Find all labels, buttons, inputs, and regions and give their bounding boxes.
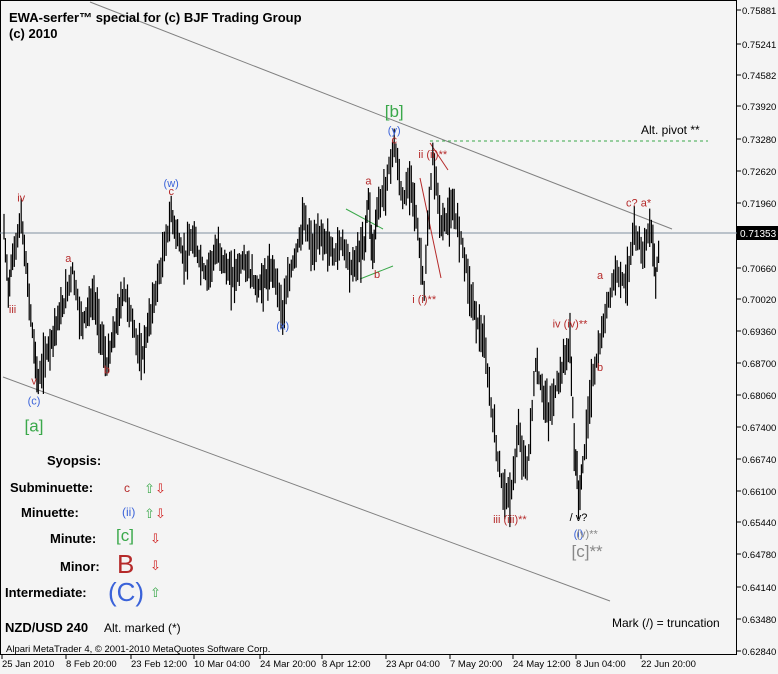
y-tick-label: 0.69360	[742, 327, 776, 338]
intermediate-label: Intermediate:	[5, 585, 87, 600]
x-tick-label: 24 May 12:00	[513, 659, 571, 670]
wave-label: a	[65, 253, 72, 265]
wave-label: iii (iii)**	[493, 514, 527, 526]
x-tick-label: 8 Jun 04:00	[576, 659, 626, 670]
x-tick-label: 7 May 20:00	[450, 659, 502, 670]
y-tick-label: 0.66740	[742, 455, 776, 466]
wave-label: (y)	[388, 125, 401, 137]
x-tick-label: 8 Apr 12:00	[322, 659, 371, 670]
minor-label: Minor:	[60, 559, 100, 574]
chart-title: EWA-serfer™ special for (c) BJF Trading …	[9, 10, 302, 25]
subminuette-value: c	[124, 481, 130, 495]
x-tick-label: 25 Jan 2010	[2, 659, 54, 670]
up-arrow-icon: ⇧	[144, 482, 155, 497]
x-tick-label: 24 Mar 20:00	[260, 659, 316, 670]
wave-label: ii (ii)**	[418, 149, 447, 161]
y-tick-label: 0.64140	[742, 583, 776, 594]
current-price-label: 0.71353	[740, 229, 777, 240]
wave-label: (i)	[574, 529, 584, 541]
minuette-value: (ii)	[122, 505, 135, 519]
wave-label: (c)	[28, 396, 41, 408]
up-arrow-icon: ⇧	[150, 586, 161, 601]
x-tick-label: 23 Apr 04:00	[386, 659, 440, 670]
price-axis: 0.75881 0.75241 0.74582 0.73920 0.73280 0.726…	[737, 6, 776, 658]
y-tick-label: 0.73920	[742, 102, 776, 113]
wave-label: c? a*	[626, 197, 652, 209]
y-tick-label: 0.66100	[742, 487, 776, 498]
x-tick-label: 22 Jun 20:00	[641, 659, 696, 670]
y-tick-label: 0.67400	[742, 423, 776, 434]
alt-marked-label: Alt. marked (*)	[104, 621, 181, 635]
wave-label: (w)	[164, 178, 179, 190]
y-tick-label: 0.71960	[742, 199, 776, 210]
wave-label: iii	[9, 304, 16, 316]
wave-label: c	[391, 135, 397, 147]
wave-i-line	[419, 177, 442, 279]
y-tick-label: 0.70660	[742, 264, 776, 275]
intermediate-value: (C)	[108, 577, 144, 607]
alt-pivot-label: Alt. pivot **	[641, 123, 700, 137]
y-tick-label: 0.75241	[742, 40, 776, 51]
x-tick-label: 23 Feb 12:00	[131, 659, 187, 670]
y-tick-label: 0.70020	[742, 295, 776, 306]
x-tick-label: 10 Mar 04:00	[194, 659, 250, 670]
synopsis-title: Syopsis:	[47, 453, 101, 468]
wave-label: iv	[17, 193, 25, 205]
triangle-lower-line	[359, 265, 394, 280]
x-tick-label: 8 Feb 20:00	[66, 659, 117, 670]
up-arrow-icon: ⇧	[144, 507, 155, 522]
y-tick-label: 0.63480	[742, 615, 776, 626]
wave-label: (x)	[276, 321, 289, 333]
plot-frame	[0, 0, 737, 655]
y-tick-label: 0.68700	[742, 359, 776, 370]
wave-label: iv (iv)**	[553, 318, 589, 330]
y-tick-label: 0.74582	[742, 71, 776, 82]
footer-copyright: Alpari MetaTrader 4, © 2001-2010 MetaQuo…	[6, 644, 270, 655]
chart-subtitle: (c) 2010	[9, 26, 57, 41]
down-arrow-icon: ⇩	[150, 532, 161, 547]
minuette-label: Minuette:	[21, 505, 79, 520]
minute-label: Minute:	[50, 531, 96, 546]
wave-label: v	[31, 375, 37, 387]
candles-layer	[3, 128, 660, 528]
wave-label: b	[597, 362, 603, 374]
wave-label: b	[374, 269, 380, 281]
wave-label: [a]	[25, 416, 44, 435]
minor-value: B	[117, 549, 134, 579]
channel-upper-line	[89, 1, 673, 230]
y-tick-label: 0.64780	[742, 550, 776, 561]
down-arrow-icon: ⇩	[155, 507, 166, 522]
y-tick-label: 0.65440	[742, 518, 776, 529]
current-price-box	[737, 226, 778, 240]
wave-label: a	[597, 270, 604, 282]
y-tick-label: 0.73280	[742, 135, 776, 146]
synopsis-panel: Syopsis: Subminuette: c ⇧ ⇩ Minuette: (i…	[5, 453, 166, 607]
y-tick-label: 0.62840	[742, 647, 776, 658]
wave-label: b	[104, 364, 110, 376]
channel-lower-line	[2, 376, 611, 602]
wave-label: [b]	[385, 102, 404, 121]
wave-label: (v)**	[576, 529, 598, 541]
y-tick-label: 0.68060	[742, 391, 776, 402]
wave-label: [c]**	[572, 542, 604, 561]
wave-label: a	[365, 176, 372, 188]
minute-value: [c]	[116, 526, 134, 545]
truncation-note: Mark (/) = truncation	[612, 616, 720, 630]
y-tick-label: 0.75881	[742, 6, 776, 17]
y-tick-label: 0.72620	[742, 167, 776, 178]
down-arrow-icon: ⇩	[150, 559, 161, 574]
time-axis: 25 Jan 2010 8 Feb 20:00 23 Feb 12:00 10 Mar…	[1, 655, 696, 670]
symbol-label: NZD/USD 240	[5, 620, 88, 635]
wave-label: c	[168, 186, 174, 198]
subminuette-label: Subminuette:	[10, 480, 93, 495]
wave-label: i (i)**	[412, 294, 437, 306]
wave-label: / v?	[570, 512, 588, 524]
down-arrow-icon: ⇩	[155, 482, 166, 497]
